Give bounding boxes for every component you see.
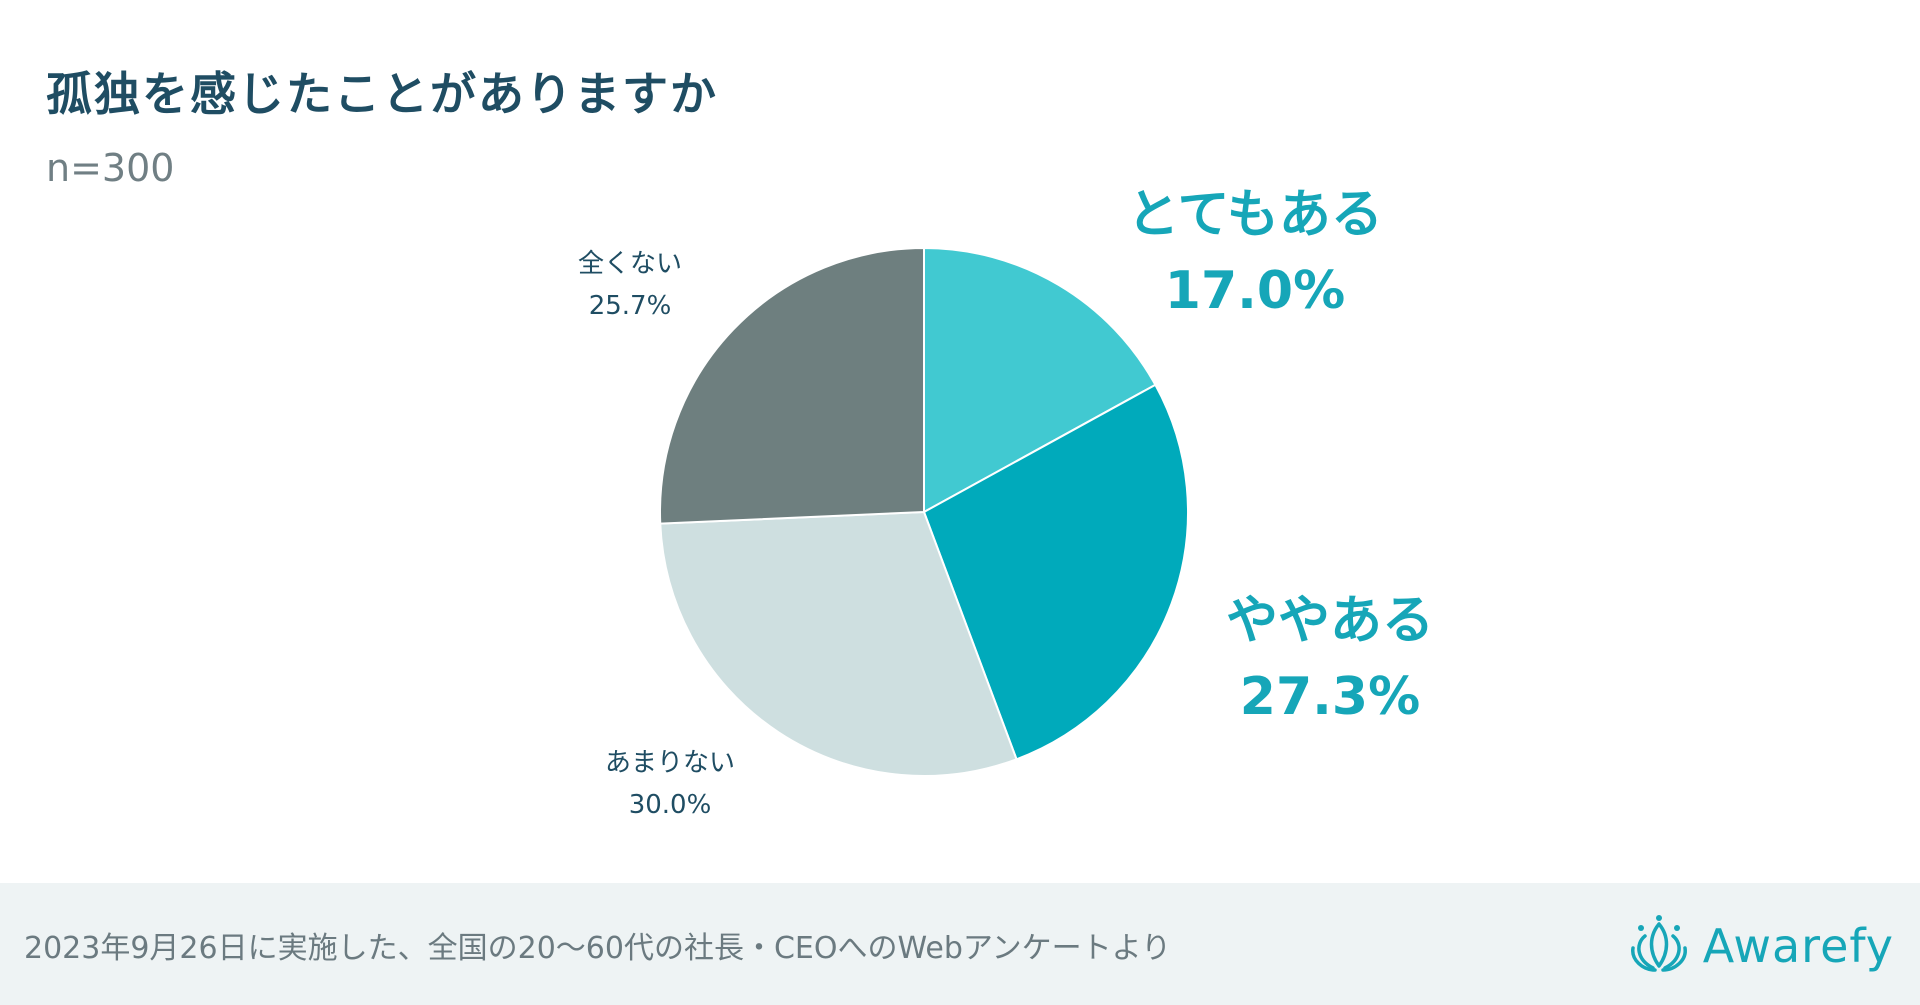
chart-title: 孤独を感じたことがありますか: [46, 67, 718, 121]
slice-label-value: 27.3%: [1239, 667, 1421, 727]
slice-label-name: あまりない: [604, 748, 735, 778]
slice-label-value: 30.0%: [628, 790, 712, 820]
sample-size: n=300: [46, 146, 175, 190]
survey-footnote: 2023年9月26日に実施した、全国の20〜60代の社長・CEOへのWebアンケ…: [24, 931, 1172, 966]
brand-logo[interactable]: Awarefy: [1625, 911, 1894, 981]
slice-label-value: 17.0%: [1164, 261, 1346, 321]
pie-slice-1: [923, 246, 1157, 514]
footer-bar: 2023年9月26日に実施した、全国の20〜60代の社長・CEOへのWebアンケ…: [0, 883, 1920, 1005]
slice-label-mattaku-nai: 全くない 25.7%: [545, 243, 715, 327]
pie-chart: [659, 246, 1189, 777]
slice-label-name: とてもある: [1127, 185, 1383, 245]
pie-slice-4: [659, 246, 925, 525]
slice-label-value: 25.7%: [588, 291, 672, 321]
slice-label-name: ややある: [1225, 591, 1434, 651]
slice-label-yaya-aru: ややある 27.3%: [1170, 583, 1490, 735]
brand-name: Awarefy: [1702, 919, 1894, 973]
slice-label-name: 全くない: [577, 249, 682, 279]
lotus-logo-icon: [1630, 915, 1687, 972]
pie-slice-2: [922, 383, 1189, 761]
slice-label-totemo-aru: とてもある 17.0%: [1090, 177, 1420, 329]
slice-label-amari-nai: あまりない 30.0%: [570, 742, 770, 826]
pie-slice-3: [659, 510, 1018, 777]
